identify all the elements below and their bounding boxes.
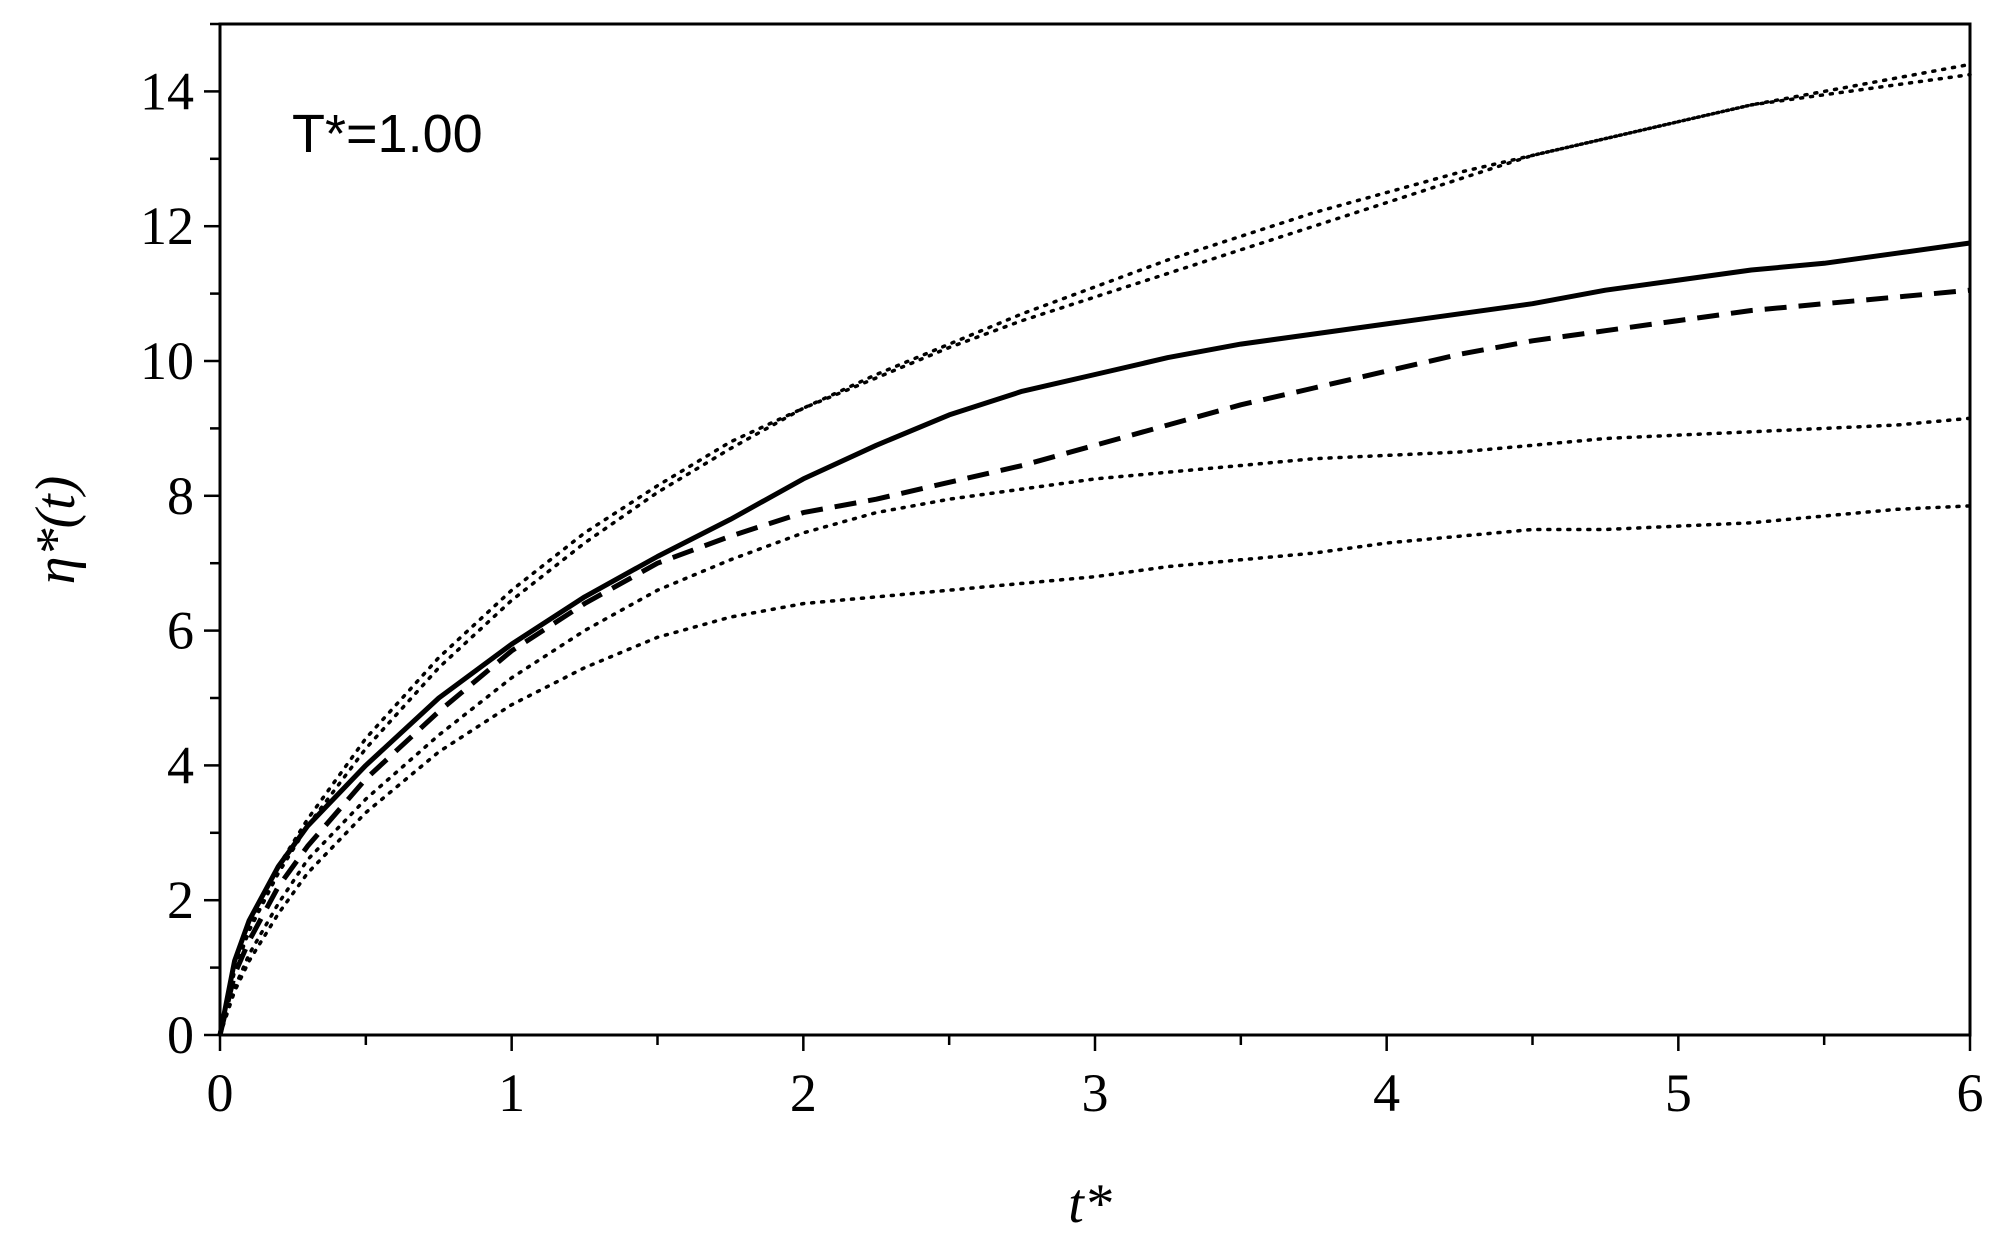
x-tick-label: 4	[1373, 1063, 1400, 1123]
y-tick-label: 6	[167, 601, 194, 661]
y-tick-label: 2	[167, 870, 194, 930]
series-line-4-dotted	[218, 72, 1972, 1037]
y-tick-label: 10	[140, 331, 194, 391]
y-tick-label: 0	[167, 1005, 194, 1065]
y-tick-label: 12	[140, 196, 194, 256]
x-tick-label: 2	[790, 1063, 817, 1123]
y-axis-title: η*(t)	[25, 476, 87, 585]
series-line-1-solid	[217, 240, 1971, 1036]
series-line-2-dashed	[217, 287, 1971, 1036]
plot-frame	[218, 22, 1972, 1037]
y-tick-label: 14	[140, 61, 194, 121]
y-tick-label: 8	[167, 466, 194, 526]
series-layer	[217, 62, 1972, 1037]
series-line-6-dotted	[218, 504, 1972, 1037]
x-tick-label: 0	[207, 1063, 234, 1123]
series-line-5-dotted	[218, 416, 1972, 1037]
x-axis-ticks: 0 1 2 3 4 5 6	[207, 1035, 1984, 1123]
x-tick-label: 3	[1082, 1063, 1109, 1123]
series-line-3-dotted	[218, 62, 1972, 1037]
y-axis-ticks: 0 2 4 6 8 10 12 14	[140, 22, 220, 1065]
x-tick-label: 1	[498, 1063, 525, 1123]
y-tick-label: 4	[167, 735, 194, 795]
chart-annotation: T*=1.00	[292, 104, 483, 164]
x-axis-title: t*	[1068, 1173, 1112, 1235]
x-tick-label: 5	[1665, 1063, 1692, 1123]
x-tick-label: 6	[1957, 1063, 1984, 1123]
